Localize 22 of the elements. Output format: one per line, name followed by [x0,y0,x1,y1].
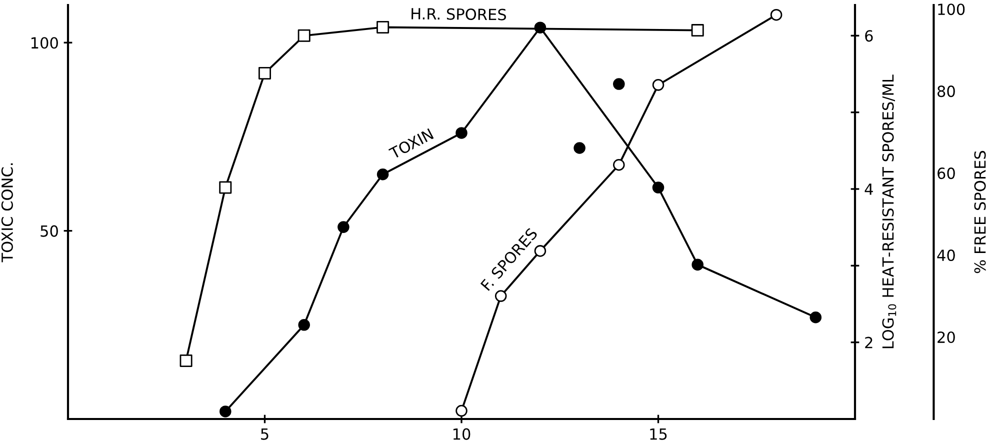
y2-tick-label: 2 [865,336,872,348]
y3-tick-label: 60 [938,168,955,180]
point [376,20,390,34]
y-tick-label: 50 [40,225,58,237]
y3-axis-title: % FREE SPORES [974,150,986,274]
point [691,24,704,37]
point [298,29,310,42]
x-tick-label: 15 [650,428,667,440]
y3-tick-label: 40 [937,250,955,262]
series-label: H.R. SPORES [412,8,506,20]
point [180,354,192,367]
point [219,181,232,194]
y-axis-title: TOXIC CONC. [1,163,13,262]
y3-tick-label: 20 [938,331,955,344]
x-tick-label: 10 [453,428,470,440]
y2-tick-label: 4 [864,184,873,195]
x-tick-label: 5 [261,428,268,440]
y3-tick-label: 100 [938,4,965,16]
y2-axis-title: LOG$_{10}$ HEAT-RESISTANT SPORES/ML [882,74,896,348]
y2-tick-label: 6 [865,30,873,42]
point [258,66,271,80]
y3-tick-label: 80 [938,86,955,98]
